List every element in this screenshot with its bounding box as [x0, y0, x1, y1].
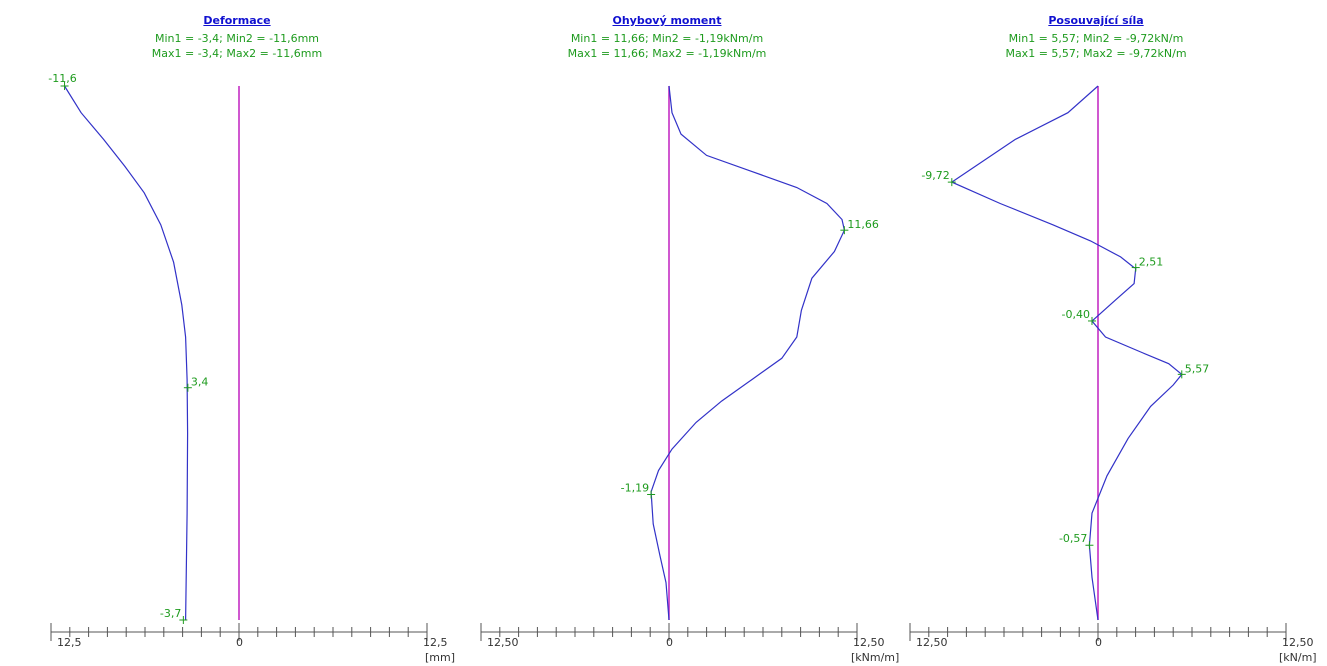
data-label: -1,19 [621, 482, 649, 495]
chart-min-summary: Min1 = 11,66; Min2 = -1,19kNm/m [570, 32, 764, 45]
data-label: 11,66 [847, 218, 879, 231]
chart-plot: 12,50 0 12,50 -9,72 2,51 -0,40 5,57 -0,57 [909, 85, 1314, 649]
tick-label-center: 0 [1095, 636, 1102, 649]
data-label: 5,57 [1185, 362, 1210, 375]
series-line [650, 85, 846, 621]
data-label: -11,6 [48, 72, 76, 85]
chart-title: Ohybový moment [612, 14, 722, 27]
tick-label-center: 0 [236, 636, 243, 649]
chart-max-summary: Max1 = 5,57; Max2 = -9,72kN/m [1005, 47, 1187, 60]
axis-unit: [kN/m] [1279, 651, 1317, 664]
chart-min-summary: Min1 = -3,4; Min2 = -11,6mm [154, 32, 319, 45]
tick-label-right: 12,5 [423, 636, 448, 649]
data-label: -0,40 [1062, 308, 1090, 321]
tick-label-center: 0 [666, 636, 673, 649]
shear-force-chart: Posouvající síla Min1 = 5,57; Min2 = -9,… [906, 0, 1317, 666]
chart-title: Posouvající síla [1048, 14, 1144, 27]
chart-max-summary: Max1 = -3,4; Max2 = -11,6mm [151, 47, 323, 60]
series-line [63, 85, 189, 621]
chart-title: Deformace [203, 14, 271, 27]
data-label: -9,72 [921, 169, 949, 182]
tick-label-right: 12,50 [1282, 636, 1314, 649]
chart-plot: 12,5 0 12,5 -11,6 3,4 -3,7 [48, 72, 447, 649]
tick-label-left: 12,5 [57, 636, 82, 649]
data-label: 3,4 [191, 376, 209, 389]
chart-plot: 12,50 0 12,50 11,66 -1,19 [480, 85, 885, 649]
tick-label-left: 12,50 [487, 636, 519, 649]
chart-min-summary: Min1 = 5,57; Min2 = -9,72kN/m [1008, 32, 1184, 45]
axis-unit: [mm] [425, 651, 456, 664]
tick-label-left: 12,50 [916, 636, 948, 649]
axis-unit: [kNm/m] [851, 651, 900, 664]
data-label: -3,7 [160, 607, 181, 620]
data-label: 2,51 [1139, 256, 1164, 269]
data-label: -0,57 [1059, 532, 1087, 545]
deformation-chart: Deformace Min1 = -3,4; Min2 = -11,6mm Ma… [47, 0, 455, 666]
bending-moment-chart: Ohybový moment Min1 = 11,66; Min2 = -1,1… [477, 0, 899, 666]
chart-max-summary: Max1 = 11,66; Max2 = -1,19kNm/m [567, 47, 767, 60]
tick-label-right: 12,50 [853, 636, 885, 649]
